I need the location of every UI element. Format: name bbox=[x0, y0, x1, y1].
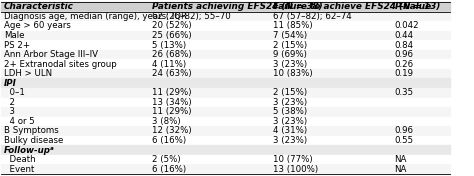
Text: 0.96: 0.96 bbox=[394, 50, 413, 59]
Bar bbox=[1, 12, 450, 21]
Text: 0–1: 0–1 bbox=[4, 88, 25, 97]
Bar bbox=[1, 31, 450, 40]
Text: 11 (29%): 11 (29%) bbox=[152, 107, 191, 116]
Text: 5 (13%): 5 (13%) bbox=[152, 40, 186, 50]
Bar bbox=[1, 40, 450, 50]
Text: 2 (15%): 2 (15%) bbox=[273, 88, 307, 97]
Text: 0.44: 0.44 bbox=[394, 31, 413, 40]
Text: 0.84: 0.84 bbox=[394, 40, 413, 50]
Text: P-value: P-value bbox=[394, 2, 431, 11]
Text: 10 (83%): 10 (83%) bbox=[273, 69, 313, 78]
Text: 2: 2 bbox=[4, 98, 15, 107]
Text: 10 (77%): 10 (77%) bbox=[273, 155, 313, 164]
Text: 3 (23%): 3 (23%) bbox=[273, 60, 307, 69]
Text: NA: NA bbox=[394, 155, 407, 164]
Text: 11 (29%): 11 (29%) bbox=[152, 88, 191, 97]
Text: Patients achieving EFS24 (N = 38): Patients achieving EFS24 (N = 38) bbox=[152, 2, 322, 11]
Text: 13 (100%): 13 (100%) bbox=[273, 165, 318, 174]
Text: Event: Event bbox=[4, 165, 34, 174]
Text: 2 (15%): 2 (15%) bbox=[273, 40, 307, 50]
Text: 12 (32%): 12 (32%) bbox=[152, 126, 191, 136]
Text: 3 (8%): 3 (8%) bbox=[152, 117, 181, 126]
Text: 11 (85%): 11 (85%) bbox=[273, 21, 313, 30]
Bar bbox=[1, 136, 450, 145]
Text: 62 (26–82); 55–70: 62 (26–82); 55–70 bbox=[152, 12, 230, 21]
Text: 5 (38%): 5 (38%) bbox=[273, 107, 307, 116]
Text: 4 or 5: 4 or 5 bbox=[4, 117, 35, 126]
Bar bbox=[1, 164, 450, 174]
Text: LDH > ULN: LDH > ULN bbox=[4, 69, 52, 78]
Text: 0.55: 0.55 bbox=[394, 136, 413, 145]
Text: Failure to achieve EFS24 (N = 13): Failure to achieve EFS24 (N = 13) bbox=[273, 2, 440, 11]
Bar bbox=[1, 50, 450, 59]
Text: 0.042: 0.042 bbox=[394, 21, 419, 30]
Text: Diagnosis age, median (range), years; IQR: Diagnosis age, median (range), years; IQ… bbox=[4, 12, 187, 21]
Text: Characteristic: Characteristic bbox=[4, 2, 73, 11]
Bar bbox=[1, 98, 450, 107]
Bar bbox=[1, 59, 450, 69]
Text: 13 (34%): 13 (34%) bbox=[152, 98, 191, 107]
Text: 6 (16%): 6 (16%) bbox=[152, 165, 186, 174]
Text: B Symptoms: B Symptoms bbox=[4, 126, 58, 136]
Bar bbox=[1, 155, 450, 164]
Text: Age > 60 years: Age > 60 years bbox=[4, 21, 71, 30]
Text: 3: 3 bbox=[4, 107, 15, 116]
Text: 2 (5%): 2 (5%) bbox=[152, 155, 181, 164]
Bar bbox=[1, 21, 450, 31]
Text: 24 (63%): 24 (63%) bbox=[152, 69, 191, 78]
Text: 9 (69%): 9 (69%) bbox=[273, 50, 307, 59]
Text: 6 (16%): 6 (16%) bbox=[152, 136, 186, 145]
Text: Ann Arbor Stage III–IV: Ann Arbor Stage III–IV bbox=[4, 50, 98, 59]
Text: 0.26: 0.26 bbox=[394, 60, 413, 69]
Text: 3 (23%): 3 (23%) bbox=[273, 98, 307, 107]
Bar bbox=[1, 117, 450, 126]
Text: 3 (23%): 3 (23%) bbox=[273, 136, 307, 145]
Text: 20 (52%): 20 (52%) bbox=[152, 21, 191, 30]
Text: Follow-upᵃ: Follow-upᵃ bbox=[4, 146, 55, 155]
Text: 2+ Extranodal sites group: 2+ Extranodal sites group bbox=[4, 60, 117, 69]
Text: 0.35: 0.35 bbox=[394, 88, 413, 97]
Text: 67 (57–82); 62–74: 67 (57–82); 62–74 bbox=[273, 12, 352, 21]
Bar bbox=[1, 88, 450, 98]
Text: IPI: IPI bbox=[4, 79, 17, 88]
Bar bbox=[1, 107, 450, 117]
Text: 0.96: 0.96 bbox=[394, 126, 413, 136]
Text: Death: Death bbox=[4, 155, 35, 164]
Text: 3 (23%): 3 (23%) bbox=[273, 117, 307, 126]
Text: 26 (68%): 26 (68%) bbox=[152, 50, 191, 59]
Text: 0.19: 0.19 bbox=[394, 69, 413, 78]
Bar bbox=[1, 126, 450, 136]
Text: 7 (54%): 7 (54%) bbox=[273, 31, 307, 40]
Text: PS 2+: PS 2+ bbox=[4, 40, 30, 50]
Bar bbox=[1, 78, 450, 88]
Bar bbox=[1, 69, 450, 78]
Text: 4 (11%): 4 (11%) bbox=[152, 60, 186, 69]
Text: 25 (66%): 25 (66%) bbox=[152, 31, 191, 40]
Bar bbox=[1, 2, 450, 12]
Text: NA: NA bbox=[394, 165, 407, 174]
Text: 4 (31%): 4 (31%) bbox=[273, 126, 307, 136]
Bar bbox=[1, 145, 450, 155]
Text: Male: Male bbox=[4, 31, 24, 40]
Text: Bulky disease: Bulky disease bbox=[4, 136, 63, 145]
